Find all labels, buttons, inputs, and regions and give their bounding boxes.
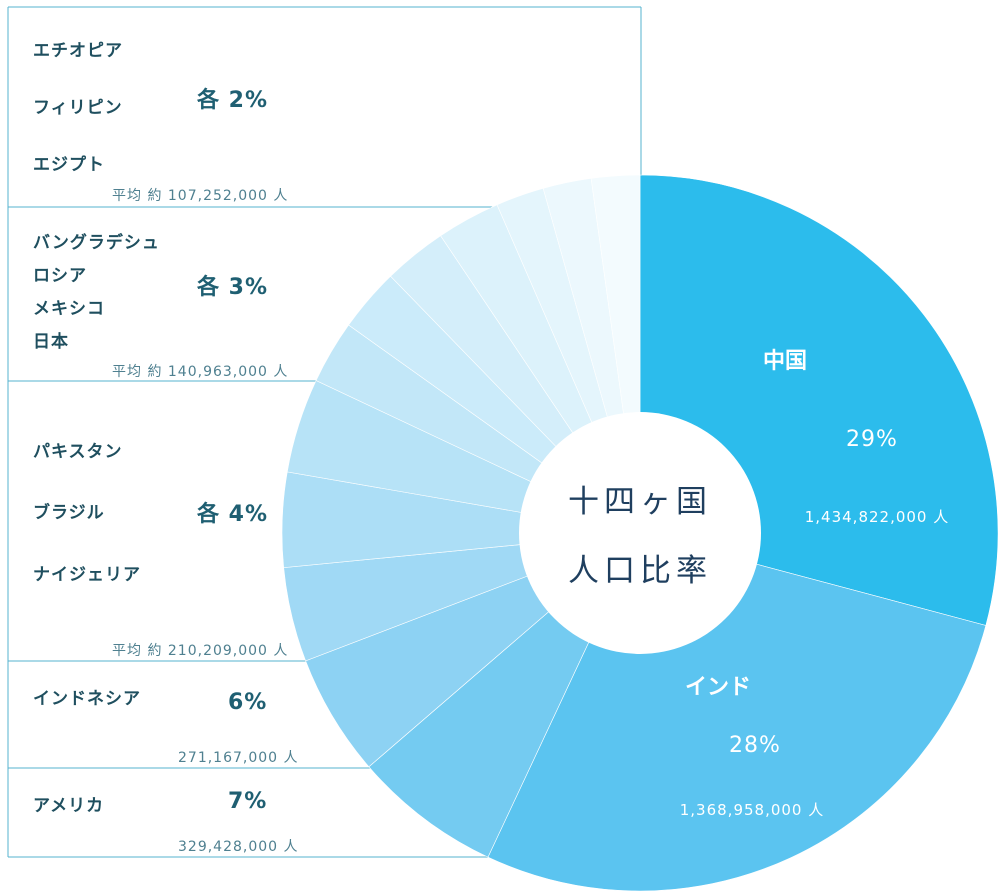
slice-label-name: 中国 [763, 349, 807, 374]
country-name: パキスタン [33, 442, 123, 462]
country-name: アメリカ [33, 796, 104, 816]
country-name: メキシコ [33, 299, 105, 319]
country-name: バングラデシュ [33, 232, 160, 253]
group-average-population: 平均 約 210,209,000 人 [112, 643, 288, 659]
donut-hole [519, 412, 761, 654]
country-name: ブラジル [33, 502, 105, 523]
country-name: フィリピン [33, 98, 123, 118]
label-group-usa: アメリカ 7% 329,428,000 人 [33, 789, 299, 855]
label-group-2pct: エチオピア フィリピン エジプト 各 2% 平均 約 107,252,000 人 [33, 41, 288, 204]
country-name: 日本 [33, 331, 69, 352]
group-percent: 各 2% [196, 87, 268, 113]
country-name: ナイジェリア [33, 565, 141, 585]
country-name: インドネシア [33, 689, 141, 709]
center-title: 十四ヶ国 人口比率 [568, 484, 712, 589]
slice-label-india: インド 28% 1,368,958,000 人 [680, 675, 825, 819]
group-percent: 7% [228, 789, 267, 814]
label-frames [7, 6, 642, 858]
slice-label-name: インド [685, 675, 751, 700]
slice-label-percent: 28% [729, 733, 781, 758]
group-population: 271,167,000 人 [178, 750, 299, 766]
country-name: エジプト [33, 154, 105, 175]
slice-label-population: 1,368,958,000 人 [680, 801, 825, 819]
group-percent: 6% [228, 690, 267, 715]
center-title-line-1: 十四ヶ国 [568, 484, 712, 520]
country-name: エチオピア [33, 41, 123, 61]
donut-slices [281, 174, 999, 891]
slice-label-population: 1,434,822,000 人 [805, 508, 950, 526]
center-title-line-2: 人口比率 [568, 553, 712, 589]
label-group-3pct: バングラデシュ ロシア メキシコ 日本 各 3% 平均 約 140,963,00… [33, 232, 288, 380]
group-percent: 各 3% [196, 274, 268, 300]
group-average-population: 平均 約 107,252,000 人 [112, 188, 288, 204]
slice-label-china: 中国 29% 1,434,822,000 人 [763, 349, 950, 526]
country-name: ロシア [33, 266, 87, 286]
slice-label-percent: 29% [846, 427, 898, 452]
group-percent: 各 4% [196, 501, 268, 527]
label-group-4pct: パキスタン ブラジル ナイジェリア 各 4% 平均 約 210,209,000 … [33, 442, 288, 659]
group-population: 329,428,000 人 [178, 839, 299, 855]
group-average-population: 平均 約 140,963,000 人 [112, 364, 288, 380]
label-group-indonesia: インドネシア 6% 271,167,000 人 [33, 689, 299, 766]
